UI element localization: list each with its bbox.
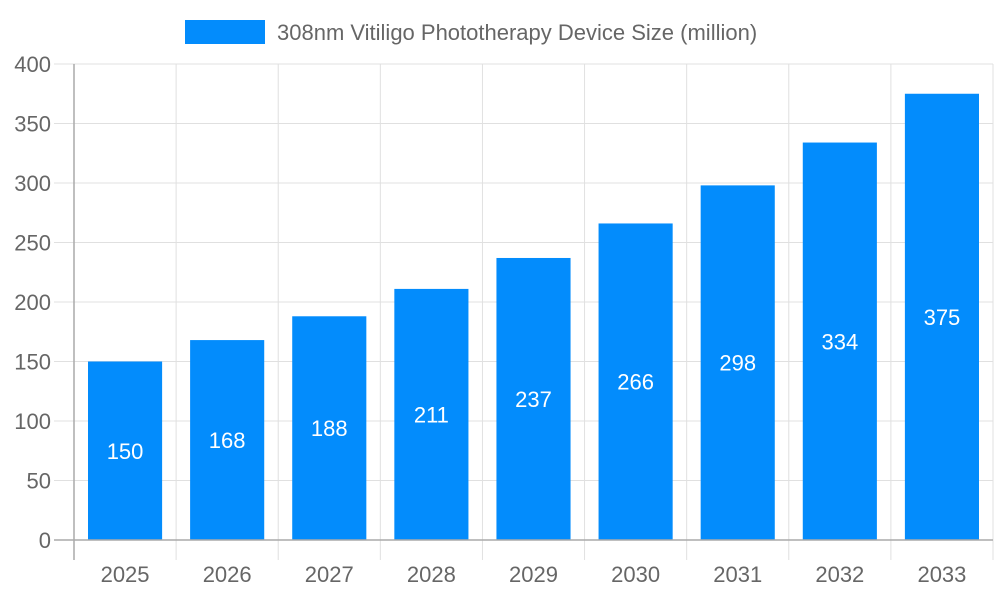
- x-tick-label: 2027: [305, 562, 354, 587]
- bars: 150 168 188 211 237 266 298 334 375: [88, 93, 979, 541]
- x-tick-label: 2025: [101, 562, 150, 587]
- y-tick-label: 250: [14, 231, 51, 256]
- y-tick-label: 100: [14, 409, 51, 434]
- bar-2027[interactable]: [292, 316, 367, 540]
- legend[interactable]: 308nm Vitiligo Phototherapy Device Size …: [185, 20, 757, 45]
- bar-2028[interactable]: [394, 288, 469, 540]
- x-tick-label: 2031: [713, 562, 762, 587]
- bar-2025[interactable]: [88, 361, 163, 541]
- bar-value-label: 188: [311, 416, 348, 441]
- bar-value-label: 168: [209, 428, 246, 453]
- grid: [54, 63, 994, 560]
- bar-value-label: 211: [414, 402, 449, 427]
- bar-value-label: 150: [107, 439, 144, 464]
- bar-2029[interactable]: [496, 257, 571, 540]
- legend-label: 308nm Vitiligo Phototherapy Device Size …: [277, 20, 757, 45]
- y-tick-label: 150: [14, 350, 51, 375]
- bar-value-label: 298: [719, 351, 756, 376]
- bar-2032[interactable]: [802, 142, 877, 541]
- y-tick-label: 350: [14, 112, 51, 137]
- bar-2031[interactable]: [700, 185, 775, 540]
- bar-value-label: 266: [617, 370, 654, 395]
- y-tick-label: 400: [14, 52, 51, 77]
- y-tick-label: 200: [14, 290, 51, 315]
- x-tick-label: 2032: [815, 562, 864, 587]
- x-tick-label: 2028: [407, 562, 456, 587]
- y-tick-label: 0: [39, 528, 51, 553]
- x-tick-label: 2029: [509, 562, 558, 587]
- y-tick-label: 50: [27, 469, 51, 494]
- bar-2030[interactable]: [598, 223, 673, 540]
- x-tick-label: 2030: [611, 562, 660, 587]
- bar-2033[interactable]: [904, 93, 979, 540]
- bar-2026[interactable]: [190, 340, 265, 540]
- x-tick-label: 2033: [917, 562, 966, 587]
- bar-value-label: 375: [924, 305, 961, 330]
- axes: 0 50 100 150 200 250 300 350 400 2025 2026 2027 2028…: [14, 52, 993, 587]
- x-tick-label: 2026: [203, 562, 252, 587]
- bar-value-label: 334: [821, 329, 858, 354]
- bar-value-label: 237: [515, 387, 552, 412]
- legend-swatch: [185, 20, 265, 44]
- y-tick-label: 300: [14, 171, 51, 196]
